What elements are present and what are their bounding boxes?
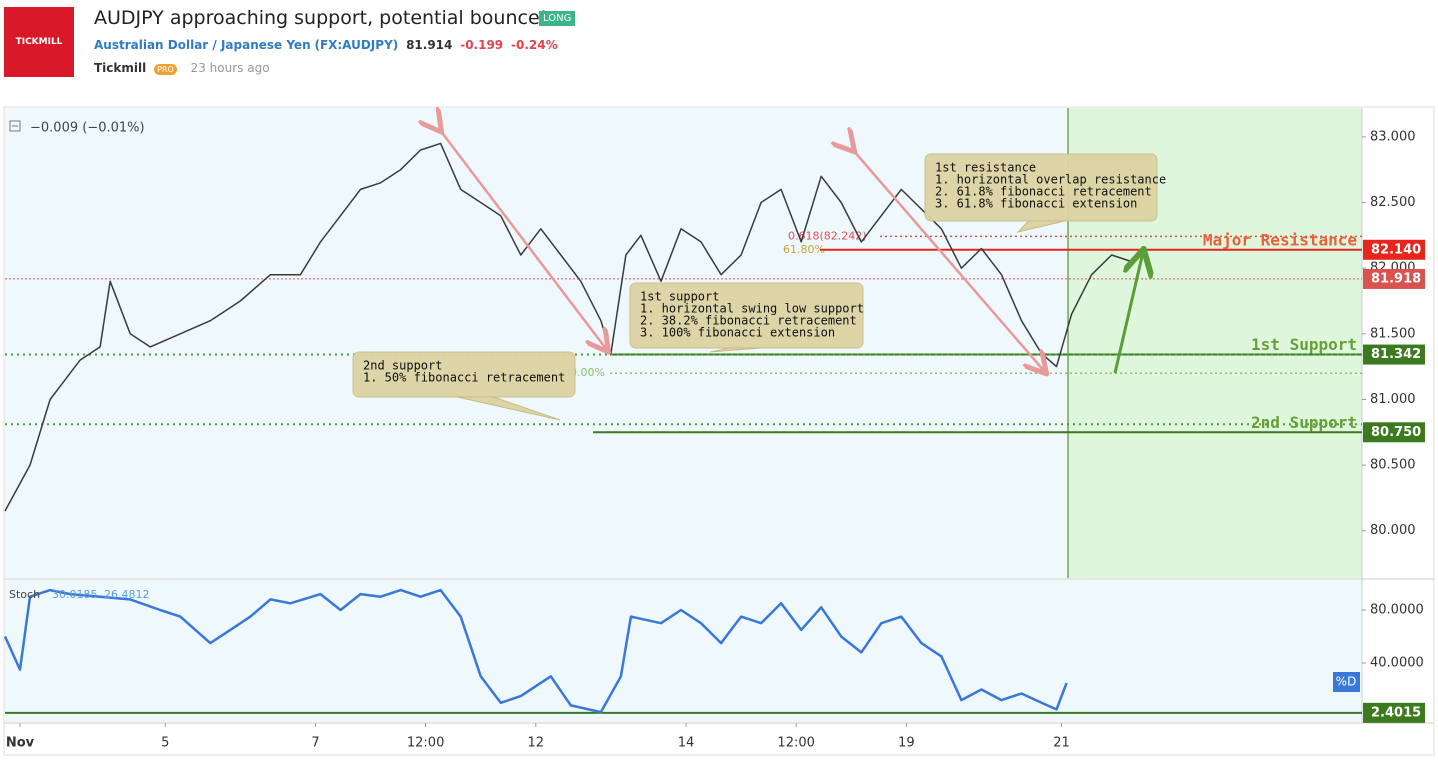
callout-text: 3. 61.8% fibonacci extension [935, 197, 1137, 211]
price-label: 81.918 [1371, 271, 1421, 286]
author-row: Tickmill PRO 23 hours ago [94, 61, 270, 75]
callout-text: 2. 38.2% fibonacci retracement [640, 314, 857, 328]
y-tick-label: 80.000 [1370, 523, 1416, 538]
series-tag: %D [1336, 675, 1357, 689]
collapse-icon[interactable] [9, 120, 21, 132]
swing-arrow [440, 130, 607, 350]
long-badge: LONG [539, 11, 576, 26]
logo-text: TICKMILL [15, 37, 63, 47]
price: 81.914 [406, 38, 453, 52]
pro-badge: PRO [154, 64, 177, 75]
stoch-pane [5, 580, 1362, 722]
x-tick-label: 12:00 [407, 736, 444, 751]
callout-text: 1st support [640, 290, 719, 304]
bounce-arrow [1113, 252, 1143, 374]
price-label: 82.140 [1371, 242, 1421, 257]
y-tick-label: 83.000 [1370, 129, 1416, 144]
y-tick-label: 80.500 [1370, 458, 1416, 473]
x-tick-label: 7 [311, 736, 319, 751]
callout-text: 1. 50% fibonacci retracement [363, 371, 565, 385]
fib-label: 0.618(82.242) [788, 229, 867, 242]
callout-text: 1. horizontal swing low support [640, 302, 864, 316]
fib-label: 61.80% [783, 243, 825, 256]
instrument[interactable]: Australian Dollar / Japanese Yen [94, 38, 311, 52]
idea-title: AUDJPY approaching support, potential bo… [94, 7, 548, 29]
y-tick-label: 82.500 [1370, 195, 1416, 210]
x-tick-label: 12:00 [777, 736, 814, 751]
price-label: 2.4015 [1371, 705, 1421, 720]
time: 23 hours ago [190, 61, 270, 75]
x-tick-label: Nov [6, 736, 35, 751]
price-label-box [1363, 344, 1425, 365]
price-label-box [1363, 268, 1425, 289]
pane-legend: Stoch [9, 588, 40, 601]
swing-arrow [853, 150, 1045, 372]
legend-value: 30.0185 [52, 588, 98, 601]
symbol-row: Australian Dollar / Japanese Yen (FX:AUD… [94, 38, 558, 52]
callout-text: 3. 100% fibonacci extension [640, 326, 835, 340]
level-name: Major Resistance [1203, 230, 1357, 249]
y-tick-label: 40.0000 [1370, 655, 1424, 670]
x-tick-label: 12 [528, 736, 545, 751]
price-label-box [1363, 702, 1425, 723]
legend-value: 26.4812 [104, 588, 150, 601]
level-name: 1st Support [1251, 335, 1357, 354]
y-tick-label: 81.500 [1370, 326, 1416, 341]
price-label-box [1363, 239, 1425, 260]
logo: TICKMILL [4, 7, 74, 77]
x-tick-label: 5 [161, 736, 169, 751]
symbol[interactable]: (FX:AUDJPY) [314, 38, 399, 52]
pane-legend: −0.009 (−0.01%) [30, 121, 145, 136]
x-tick-label: 14 [678, 736, 695, 751]
author[interactable]: Tickmill [94, 61, 147, 75]
price-label: 81.342 [1371, 347, 1421, 362]
price-label-box [1363, 422, 1425, 443]
stoch-line [3, 588, 1068, 714]
level-name: 2nd Support [1251, 413, 1357, 432]
x-tick-label: 21 [1053, 736, 1070, 751]
x-tick-label: 19 [898, 736, 915, 751]
change: -0.199 [460, 38, 504, 52]
y-tick-label: 80.0000 [1370, 602, 1424, 617]
change-pct: -0.24% [510, 38, 558, 52]
y-tick-label: 81.000 [1370, 392, 1416, 407]
price-label: 80.750 [1371, 425, 1421, 440]
series-tag-box [1333, 672, 1360, 692]
callout-text: 2nd support [363, 359, 442, 373]
